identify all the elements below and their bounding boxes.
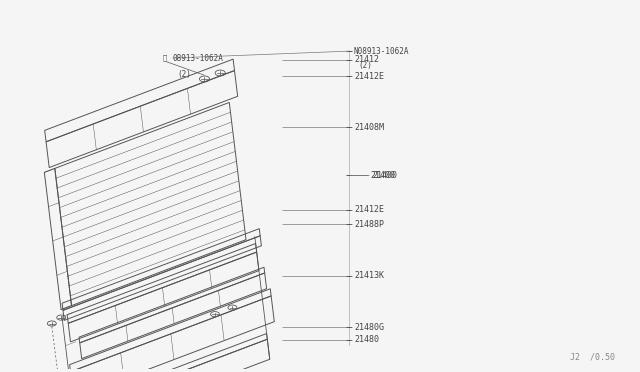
Text: 21480G: 21480G [355,323,385,331]
Text: (2): (2) [358,61,372,70]
Text: 21412: 21412 [355,55,380,64]
Text: J2  /0.50: J2 /0.50 [570,352,615,361]
Text: 21488P: 21488P [355,220,385,229]
Text: 08913-1062A: 08913-1062A [173,54,223,62]
Text: 21412E: 21412E [355,205,385,214]
Text: 21400: 21400 [371,170,396,180]
Text: 21413K: 21413K [355,271,385,280]
Text: 21480: 21480 [355,336,380,344]
Text: 21412E: 21412E [355,71,385,81]
Text: 21408M: 21408M [355,123,385,132]
Text: 21400: 21400 [372,170,397,180]
Text: (2): (2) [177,70,191,79]
Text: Ⓝ: Ⓝ [162,55,166,61]
Text: N08913-1062A: N08913-1062A [354,46,409,56]
